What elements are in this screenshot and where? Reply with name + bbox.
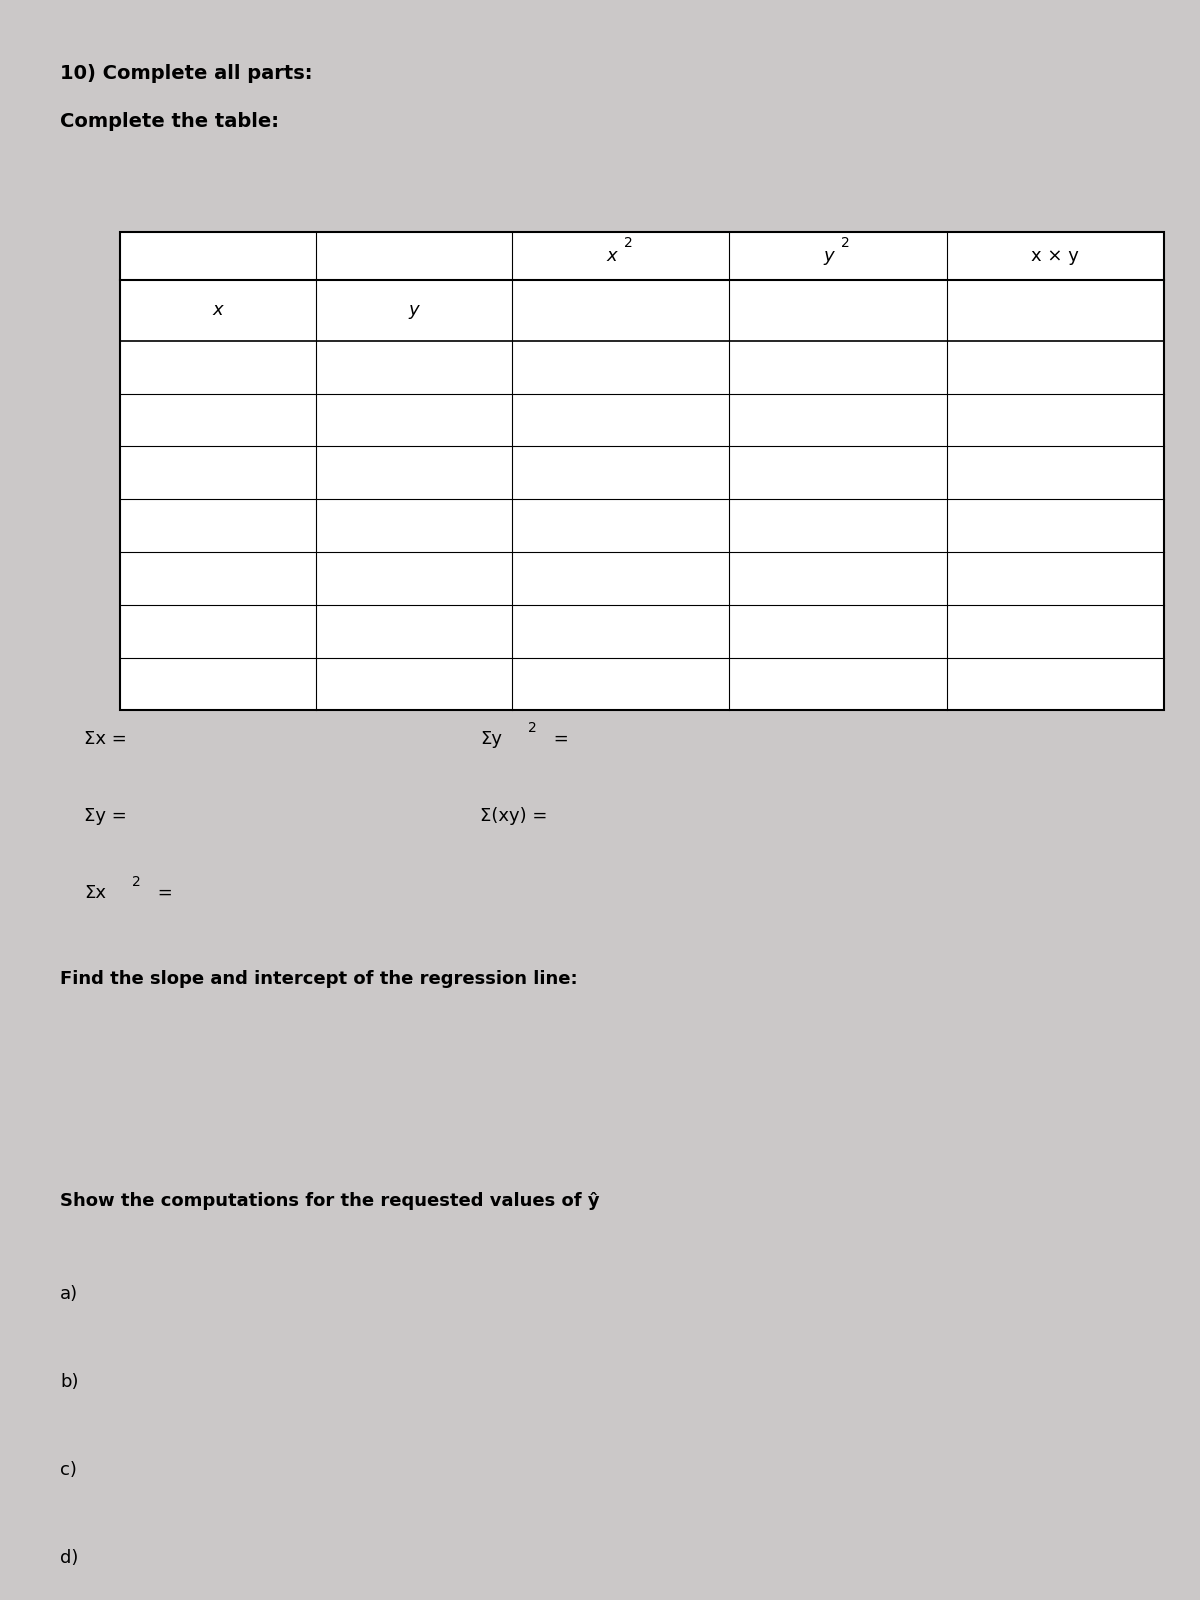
- FancyBboxPatch shape: [120, 232, 1164, 710]
- Text: Show the computations for the requested values of ŷ: Show the computations for the requested …: [60, 1192, 600, 1210]
- Text: Complete the table:: Complete the table:: [60, 112, 278, 131]
- Text: 2: 2: [132, 875, 140, 888]
- Text: Σy =: Σy =: [84, 806, 127, 826]
- Text: 10) Complete all parts:: 10) Complete all parts:: [60, 64, 312, 83]
- Text: x × y: x × y: [1031, 246, 1079, 266]
- Text: 2: 2: [528, 722, 536, 734]
- Text: y: y: [823, 246, 834, 266]
- Text: y: y: [408, 301, 419, 320]
- Text: =: =: [548, 730, 569, 749]
- Text: 2: 2: [624, 237, 632, 250]
- Text: x: x: [606, 246, 617, 266]
- Text: a): a): [60, 1285, 78, 1302]
- Text: Find the slope and intercept of the regression line:: Find the slope and intercept of the regr…: [60, 970, 577, 987]
- Text: x: x: [212, 301, 223, 320]
- Text: Σy: Σy: [480, 730, 502, 749]
- Text: Σ(xy) =: Σ(xy) =: [480, 806, 547, 826]
- Text: c): c): [60, 1461, 77, 1478]
- Text: 2: 2: [841, 237, 850, 250]
- Text: Σx =: Σx =: [84, 730, 127, 749]
- Text: =: =: [152, 883, 173, 902]
- Text: Σx: Σx: [84, 883, 106, 902]
- Text: d): d): [60, 1549, 78, 1566]
- Text: b): b): [60, 1373, 78, 1390]
